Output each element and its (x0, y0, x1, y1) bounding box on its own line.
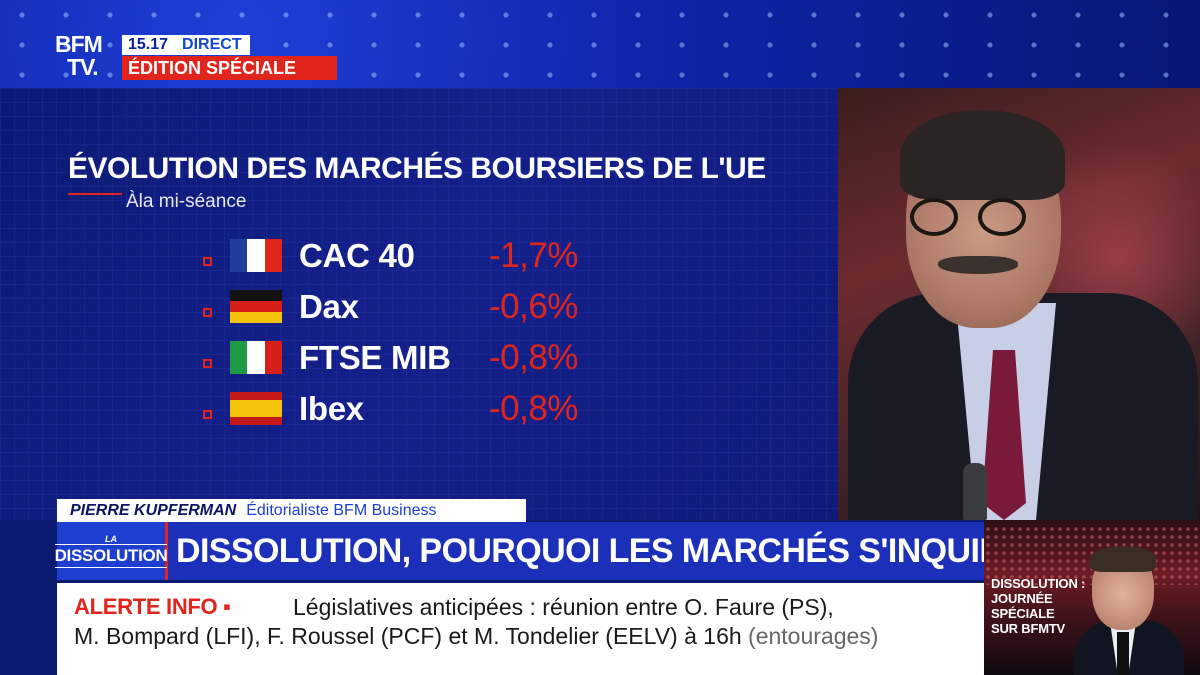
tag-prefix: LA (105, 534, 117, 544)
headline-text: DISSOLUTION, POURQUOI LES MARCHÉS S'INQU… (165, 522, 1088, 580)
spain-flag-icon (230, 392, 282, 425)
clock-time: 15.17 (128, 36, 169, 53)
bullet-icon (203, 257, 212, 266)
market-row-cac40: CAC 40 -1,7% (203, 230, 603, 281)
title-underline (68, 193, 122, 195)
presenter-video (838, 88, 1200, 520)
headline-bar: LA DISSOLUTION DISSOLUTION, POURQUOI LES… (54, 522, 1088, 580)
market-name: Ibex (299, 389, 364, 427)
special-edition-badge: ÉDITION SPÉCIALE (122, 56, 337, 80)
dissolution-tag: LA DISSOLUTION (54, 522, 168, 580)
chart-panel (0, 88, 838, 520)
speaker-name-bar: PIERRE KUPFERMAN Éditorialiste BFM Busin… (57, 499, 526, 522)
chart-subtitle: Àla mi-séance (126, 191, 247, 212)
market-row-ibex: Ibex -0,8% (203, 383, 603, 434)
alert-line2-text: M. Bompard (LFI), F. Roussel (PCF) et M.… (74, 623, 742, 649)
market-value: -0,8% (489, 388, 578, 428)
market-name: Dax (299, 287, 359, 325)
breaking-news-ticker: ALERTE INFO ▪ Législatives anticipées : … (57, 583, 984, 675)
thumbnail-line2: JOURNÉE (991, 591, 1053, 606)
promo-thumbnail: DISSOLUTION : JOURNÉE SPÉCIALE SUR BFMTV (984, 520, 1200, 675)
market-row-ftse-mib: FTSE MIB -0,8% (203, 332, 603, 383)
thumbnail-caption: DISSOLUTION : JOURNÉE SPÉCIALE SUR BFMTV (991, 576, 1085, 636)
market-name: CAC 40 (299, 236, 415, 274)
france-flag-icon (230, 239, 282, 272)
chart-panel-grid (0, 88, 838, 520)
alert-line2: M. Bompard (LFI), F. Roussel (PCF) et M.… (74, 623, 878, 650)
bullet-icon (203, 359, 212, 368)
logo-line2: TV. (67, 54, 99, 80)
microphone-icon (963, 463, 987, 520)
market-value: -0,8% (489, 337, 578, 377)
alert-line1: Législatives anticipées : réunion entre … (293, 594, 834, 620)
thumbnail-line3: SPÉCIALE (991, 606, 1055, 621)
market-value: -1,7% (489, 235, 578, 275)
alert-line2-extra: (entourages) (748, 623, 879, 649)
market-name: FTSE MIB (299, 338, 451, 376)
thumbnail-line4: SUR BFMTV (991, 621, 1066, 636)
logo-line1: BFM (55, 31, 103, 57)
speaker-role: Éditorialiste BFM Business (246, 501, 437, 519)
presenter-mustache (938, 256, 1018, 274)
alert-label: ALERTE INFO ▪ (74, 594, 231, 619)
tag-label: DISSOLUTION (54, 544, 168, 568)
germany-flag-icon (230, 290, 282, 323)
market-list: CAC 40 -1,7% Dax -0,6% FTSE MIB -0,8% Ib… (203, 230, 603, 434)
chart-title: ÉVOLUTION DES MARCHÉS BOURSIERS DE L'UE (68, 152, 766, 185)
speaker-name: PIERRE KUPFERMAN (70, 501, 237, 519)
live-label: DIRECT (182, 36, 242, 53)
presenter-hair (900, 110, 1065, 200)
glasses-icon (908, 198, 1038, 238)
bullet-icon (203, 308, 212, 317)
bfmtv-logo: BFM TV. (55, 33, 115, 83)
time-badge: 15.17 DIRECT (122, 35, 250, 55)
market-value: -0,6% (489, 286, 578, 326)
bullet-icon (203, 410, 212, 419)
italy-flag-icon (230, 341, 282, 374)
market-row-dax: Dax -0,6% (203, 281, 603, 332)
thumbnail-line1: DISSOLUTION : (991, 576, 1086, 591)
